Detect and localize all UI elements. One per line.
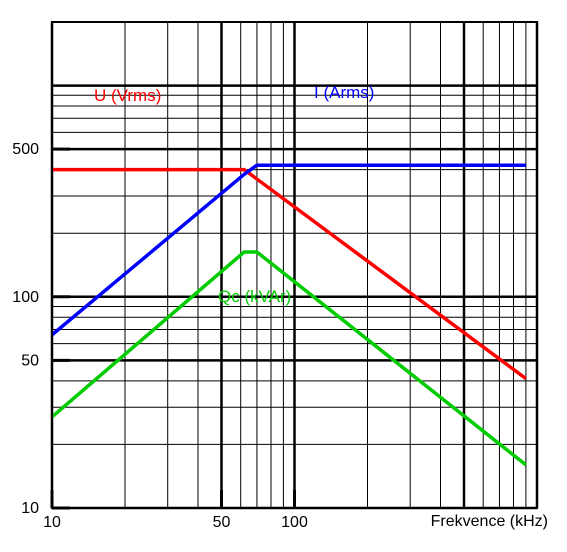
- series-line: [52, 167, 527, 381]
- series-label: I (Arms): [314, 83, 374, 102]
- series-line: [50, 163, 526, 337]
- x-tick-label: 10: [43, 514, 61, 531]
- y-tick-label: 500: [12, 141, 39, 158]
- x-axis-label: Frekvence (kHz): [431, 513, 548, 530]
- series-line: [50, 250, 527, 467]
- series-label: Qc (kVAr): [218, 287, 291, 306]
- plot-frame: [51, 21, 538, 509]
- x-tick-label: 100: [281, 514, 308, 531]
- y-tick-label: 10: [21, 500, 39, 517]
- series-label: U (Vrms): [94, 86, 161, 105]
- series-layer: [50, 163, 527, 467]
- y-tick-label: 100: [12, 289, 39, 306]
- y-tick-label: 50: [21, 352, 39, 369]
- x-tick-label: 50: [213, 514, 231, 531]
- labels-layer: 10 50 100 10 50 100 500 Frekvence (kHz) U (Vrms)…: [12, 83, 548, 531]
